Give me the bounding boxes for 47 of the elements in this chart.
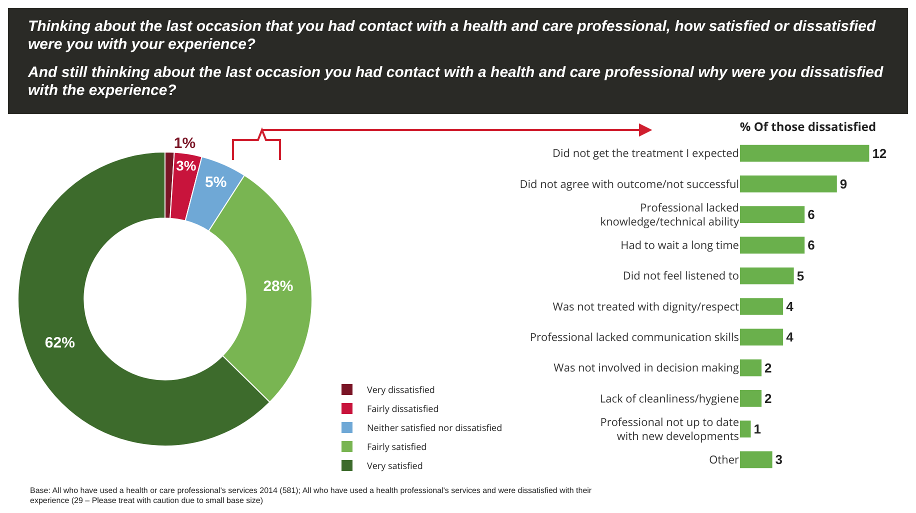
legend-label: Very satisfied xyxy=(367,459,423,472)
bar xyxy=(740,206,805,224)
text: Base: All who have used a health or care professional's services 2014 (581); All who have used a health professional's services and were dissatisfied with their experience (29 – Please treat with caution due to small base size) xyxy=(30,486,593,506)
bar xyxy=(740,144,870,162)
data-label: 2 xyxy=(764,390,772,406)
bar xyxy=(740,176,837,192)
y-tick-label: Professional lacked knowledge/technical ability xyxy=(600,200,740,230)
y-tick-label: Did not feel listened to xyxy=(622,268,740,284)
y-tick-label: Professional not up to date with new developments xyxy=(600,414,739,444)
chart-title: Thinking about the last occasion that you had contact with a health and care professional, how satisfied or dissatisfied were you with your experience? xyxy=(28,18,877,54)
bar xyxy=(740,328,784,346)
data-label: 1 xyxy=(754,422,762,437)
data-label: 6 xyxy=(808,207,815,222)
text: And still thinking about the last occasion you had contact with a health and care professional why were you dissatisfied with the experience? xyxy=(28,64,884,100)
y-tick-label: Was not involved in decision making xyxy=(554,360,740,376)
legend-label: Very dissatisfied xyxy=(367,383,435,396)
y-tick-label: Had to wait a long time xyxy=(620,238,739,254)
legend-label: Fairly dissatisfied xyxy=(367,402,439,416)
y-tick-label: Was not treated with dignity/respect xyxy=(552,299,740,314)
y-tick-label: Did not agree with outcome/not successful xyxy=(520,176,739,192)
legend-label: Neither satisfied nor dissatisfied xyxy=(367,421,502,434)
data-label: 62% xyxy=(44,334,75,352)
data-label: 12 xyxy=(872,146,887,161)
data-label: 4 xyxy=(786,299,794,314)
data-label: 3 xyxy=(775,452,783,468)
data-label: 2 xyxy=(764,360,772,376)
bar xyxy=(740,390,762,407)
y-tick-label: Did not get the treatment I expected xyxy=(552,146,739,162)
y-tick-label: Professional lacked communication skills xyxy=(530,330,739,345)
legend-label: Fairly satisfied xyxy=(367,440,427,454)
bar xyxy=(740,451,772,468)
bar xyxy=(740,267,794,284)
data-label: 5 xyxy=(796,268,804,284)
y-tick-label: Lack of cleanliness/hygiene xyxy=(600,391,739,406)
bar xyxy=(740,420,751,438)
data-label: 1% xyxy=(174,135,196,152)
bar xyxy=(740,359,762,376)
data-label: 6 xyxy=(808,238,815,253)
data-label: 3% xyxy=(176,158,196,174)
data-label: 28% xyxy=(263,278,294,295)
data-label: 4 xyxy=(786,330,794,345)
data-label: 5% xyxy=(205,174,227,192)
y-tick-label: Other xyxy=(709,452,740,468)
bar xyxy=(740,298,784,315)
bar xyxy=(740,236,805,254)
x-axis-title: % Of those dissatisfied xyxy=(740,118,876,135)
data-label: 9 xyxy=(840,176,848,192)
